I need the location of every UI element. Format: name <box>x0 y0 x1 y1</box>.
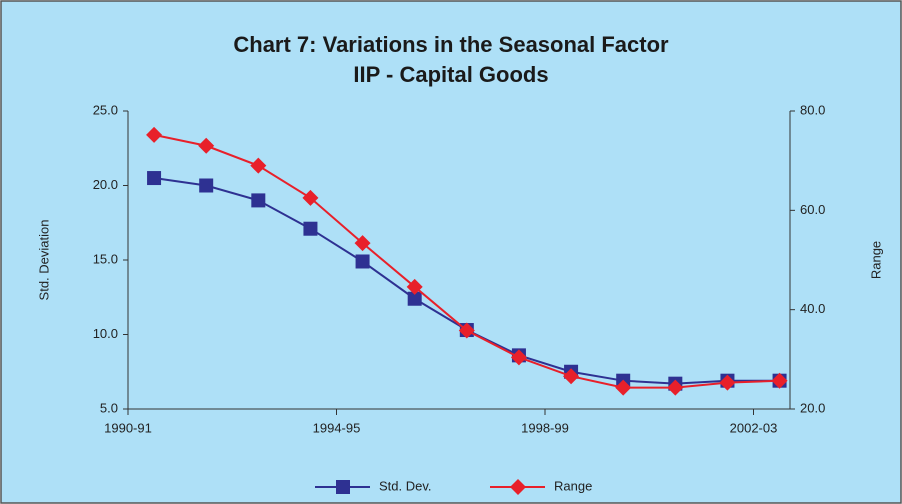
marker-square <box>303 221 318 236</box>
marker-diamond <box>250 157 267 174</box>
legend-label: Std. Dev. <box>379 478 432 493</box>
marker-diamond <box>354 235 371 252</box>
marker-diamond <box>510 349 527 366</box>
y-tick-label: 10.0 <box>93 326 118 341</box>
marker-square <box>407 291 422 306</box>
marker-diamond <box>615 379 632 396</box>
x-tick-label: 1998-99 <box>521 420 569 435</box>
x-tick-label: 1994-95 <box>313 420 361 435</box>
y-axis-title: Std. Deviation <box>36 220 51 301</box>
y2-tick-label: 60.0 <box>800 202 825 217</box>
marker-diamond <box>771 372 788 389</box>
x-tick-label: 1990-91 <box>104 420 152 435</box>
x-tick-label: 2002-03 <box>730 420 778 435</box>
marker-square <box>199 178 214 193</box>
y-tick-label: 15.0 <box>93 251 118 266</box>
legend-label: Range <box>554 478 592 493</box>
marker-diamond <box>667 379 684 396</box>
y-tick-label: 5.0 <box>100 400 118 415</box>
marker-square <box>336 480 350 494</box>
marker-diamond <box>563 368 580 385</box>
marker-square <box>147 171 162 186</box>
y-tick-label: 25.0 <box>93 102 118 117</box>
marker-square <box>251 193 266 208</box>
marker-diamond <box>406 278 423 295</box>
marker-diamond <box>302 189 319 206</box>
marker-diamond <box>198 137 215 154</box>
y2-tick-label: 40.0 <box>800 301 825 316</box>
marker-diamond <box>719 374 736 391</box>
marker-square <box>355 254 370 269</box>
y2-tick-label: 80.0 <box>800 102 825 117</box>
chart-title: Chart 7: Variations in the Seasonal Fact… <box>233 32 669 57</box>
marker-diamond <box>510 479 526 495</box>
marker-diamond <box>146 126 163 143</box>
marker-diamond <box>458 322 475 339</box>
y2-axis-title: Range <box>868 241 883 279</box>
y-tick-label: 20.0 <box>93 177 118 192</box>
y2-tick-label: 20.0 <box>800 400 825 415</box>
chart-subtitle: IIP - Capital Goods <box>353 62 548 87</box>
